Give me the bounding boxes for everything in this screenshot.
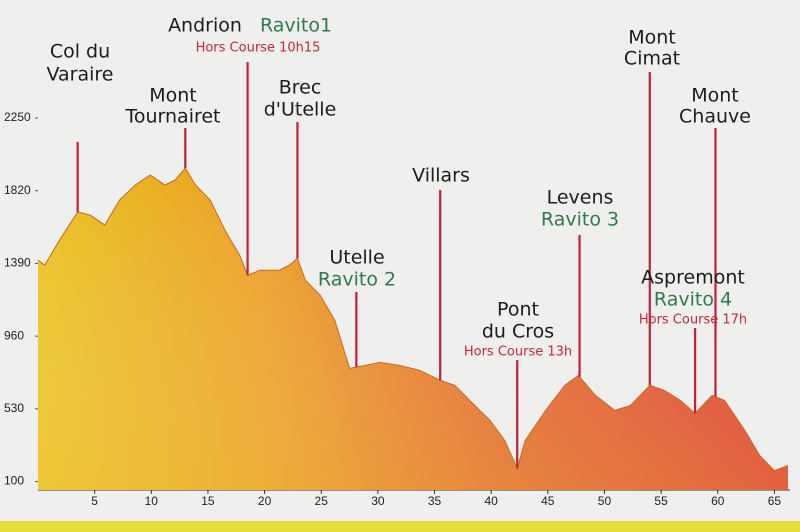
annotation-label: Levens	[547, 187, 614, 209]
x-tick-label: 20	[258, 494, 272, 508]
x-tick-label: 35	[428, 494, 442, 508]
y-tick-label: 960	[4, 328, 24, 342]
y-tick-label: 530	[4, 401, 24, 415]
x-tick-label: 5	[91, 494, 98, 508]
annotation-label: Cimat	[624, 48, 680, 70]
annotation-label: Mont	[149, 85, 197, 107]
annotation-label: d'Utelle	[264, 99, 337, 121]
annotation-label: Mont	[628, 27, 676, 49]
x-tick-label: 40	[484, 494, 498, 508]
annotation-note: Hors Course 10h15	[196, 41, 321, 56]
x-tick-label: 50	[598, 494, 612, 508]
annotation-label: Mont	[691, 85, 739, 107]
y-tick-label: 100	[4, 474, 24, 488]
x-tick-label: 65	[768, 494, 782, 508]
annotation-label: Tournairet	[124, 106, 220, 128]
annotation-note: Hors Course 17h	[639, 313, 747, 328]
annotation-label: Col du	[50, 41, 110, 63]
x-tick-label: 60	[711, 494, 725, 508]
annotation-label: Utelle	[329, 247, 384, 269]
y-tick-label: 1820	[4, 183, 31, 197]
annotation-label: Pont	[497, 299, 539, 321]
annotation-label: Brec	[279, 77, 322, 99]
annotation-sublabel: Ravito 2	[318, 269, 396, 291]
annotation-label: du Cros	[482, 321, 554, 343]
x-tick-label: 25	[315, 494, 329, 508]
x-tick-label: 10	[145, 494, 159, 508]
annotation-label: Aspremont	[641, 267, 745, 289]
profile-line	[37, 167, 789, 472]
annotation-label: Andrion	[168, 15, 242, 37]
annotation-sublabel: Ravito 3	[541, 209, 619, 231]
annotation-label: Chauve	[679, 106, 751, 128]
x-tick-label: 30	[371, 494, 385, 508]
bottom-stripe	[0, 521, 800, 532]
annotation-label: Villars	[412, 165, 470, 187]
annotation-sublabel: Ravito1	[260, 15, 332, 37]
x-tick-label: 55	[654, 494, 668, 508]
annotation-note: Hors Course 13h	[464, 345, 572, 360]
y-tick-label: 1390	[4, 256, 31, 270]
x-tick-label: 45	[541, 494, 555, 508]
annotation-sublabel: Ravito 4	[654, 289, 732, 311]
x-tick-label: 15	[201, 494, 215, 508]
area-shade	[38, 168, 788, 490]
annotation-label: Varaire	[47, 64, 114, 86]
y-tick-label: 2250	[4, 110, 31, 124]
